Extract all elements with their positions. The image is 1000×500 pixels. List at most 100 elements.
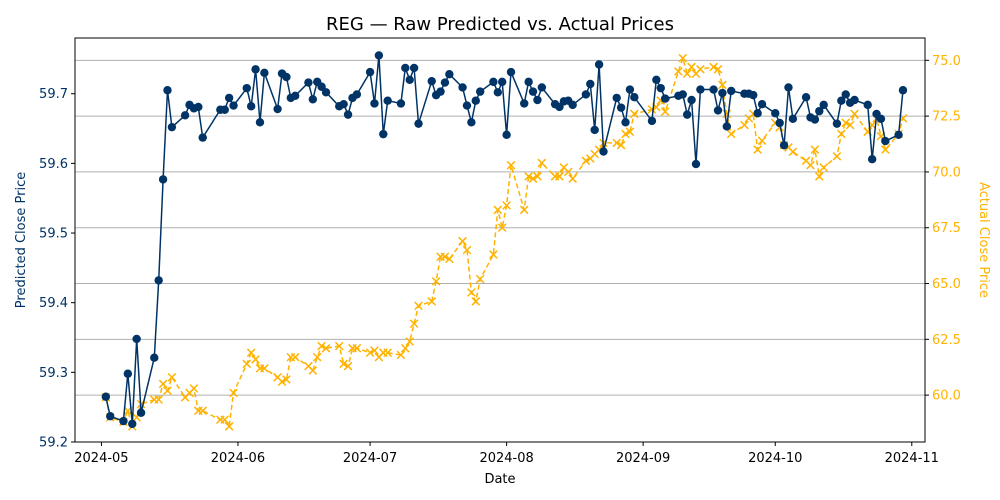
actual-price-point — [819, 163, 829, 172]
actual-price-point — [647, 105, 657, 114]
y-right-tick-label: 70.0 — [932, 165, 961, 180]
actual-price-point — [471, 297, 481, 306]
y-right-tick-label: 60.0 — [932, 389, 961, 404]
y-right-axis-label: Actual Close Price — [976, 182, 991, 298]
predicted-price-point — [753, 109, 762, 118]
actual-price-point — [246, 348, 256, 358]
predicted-price-point — [458, 83, 467, 92]
y-left-tick-label: 59.4 — [39, 296, 68, 311]
actual-price-point — [251, 355, 260, 364]
predicted-price-point — [528, 87, 538, 96]
actual-price-point — [696, 64, 705, 74]
predicted-price-point — [709, 85, 718, 94]
predicted-price-point — [101, 392, 111, 401]
actual-price-point — [317, 341, 326, 351]
actual-price-point — [678, 53, 688, 63]
actual-price-point — [414, 301, 423, 311]
actual-price-point — [881, 145, 890, 154]
predicted-price-point — [524, 77, 533, 87]
predicted-price-point — [771, 109, 780, 118]
predicted-price-point — [163, 86, 172, 95]
predicted-price-point — [894, 130, 903, 140]
predicted-price-point — [445, 70, 454, 79]
predicted-price-point — [520, 99, 529, 108]
actual-price-point — [445, 254, 454, 264]
actual-price-point — [308, 366, 318, 375]
predicted-price-point — [568, 100, 577, 110]
predicted-price-point — [321, 88, 331, 97]
predicted-price-point — [682, 110, 692, 119]
x-tick-label: 2024-08 — [479, 451, 533, 466]
predicted-price-point — [678, 90, 687, 99]
actual-price-point — [537, 158, 547, 168]
actual-price-point — [726, 129, 736, 139]
actual-price-point — [277, 377, 287, 387]
actual-price-point — [158, 379, 168, 389]
predicted-price-point — [630, 93, 639, 102]
actual-price-line — [105, 55, 904, 429]
predicted-price-point — [220, 105, 229, 114]
actual-price-point — [757, 136, 767, 146]
actual-price-point — [220, 415, 230, 425]
predicted-price-point — [365, 67, 375, 77]
actual-price-point — [832, 151, 842, 161]
actual-price-point — [616, 140, 626, 150]
predicted-price-point — [652, 75, 661, 84]
y-right-tick-label: 72.5 — [932, 110, 961, 125]
predicted-price-point — [255, 118, 265, 127]
y-right-tick-label: 75.0 — [932, 54, 961, 69]
actual-price-point — [814, 172, 824, 181]
predicted-price-point — [352, 90, 362, 99]
predicted-price-point — [489, 77, 498, 87]
actual-price-point — [467, 288, 476, 297]
actual-price-point — [431, 276, 441, 286]
actual-price-point — [568, 174, 577, 183]
predicted-price-point — [242, 83, 251, 93]
predicted-price-point — [383, 96, 392, 105]
predicted-price-point — [158, 175, 168, 184]
actual-price-point — [343, 361, 353, 371]
x-tick-label: 2024-05 — [74, 451, 128, 466]
predicted-price-point — [246, 102, 256, 111]
predicted-price-point — [194, 102, 203, 112]
actual-price-point — [167, 372, 177, 382]
predicted-price-point — [229, 101, 238, 110]
actual-price-point — [282, 375, 291, 384]
actual-price-point — [713, 64, 723, 74]
y-left-tick-label: 59.2 — [39, 436, 68, 451]
actual-price-point — [290, 352, 300, 362]
predicted-price-point — [867, 155, 877, 164]
y-right-tick-label: 65.0 — [932, 277, 961, 292]
predicted-price-point — [401, 63, 410, 73]
predicted-price-point — [819, 100, 828, 110]
predicted-price-point — [625, 85, 635, 94]
predicted-price-point — [590, 125, 599, 135]
predicted-price-point — [493, 88, 502, 97]
predicted-price-point — [881, 136, 890, 146]
actual-price-point — [687, 62, 696, 72]
predicted-price-point — [180, 111, 190, 120]
y-right-axis-ticks: 60.0 62.5 65.0 67.5 70.0 72.5 75.0 — [925, 54, 961, 404]
predicted-price-point — [414, 119, 423, 128]
predicted-price-point — [405, 75, 414, 84]
actual-price-point — [806, 160, 815, 170]
predicted-price-point — [119, 416, 128, 426]
predicted-price-point — [462, 101, 472, 110]
actual-price-point — [198, 406, 208, 416]
x-axis-ticks: 2024-05 2024-06 2024-07 2024-08 2024-09 2024-… — [74, 442, 939, 466]
predicted-price-point — [898, 86, 908, 95]
predicted-price-point — [616, 103, 626, 112]
predicted-price-point — [647, 116, 657, 126]
y-right-tick-label: 67.5 — [932, 221, 961, 236]
predicted-price-point — [291, 91, 300, 101]
predicted-price-point — [136, 408, 146, 417]
actual-price-point — [563, 167, 573, 177]
actual-price-point — [660, 107, 670, 116]
predicted-price-point — [779, 141, 789, 150]
actual-price-point — [489, 250, 498, 259]
predicted-price-point — [467, 118, 476, 127]
actual-price-point — [502, 201, 511, 210]
predicted-price-point — [154, 276, 163, 285]
predicted-price-point — [498, 77, 507, 87]
actual-price-point — [312, 352, 322, 362]
